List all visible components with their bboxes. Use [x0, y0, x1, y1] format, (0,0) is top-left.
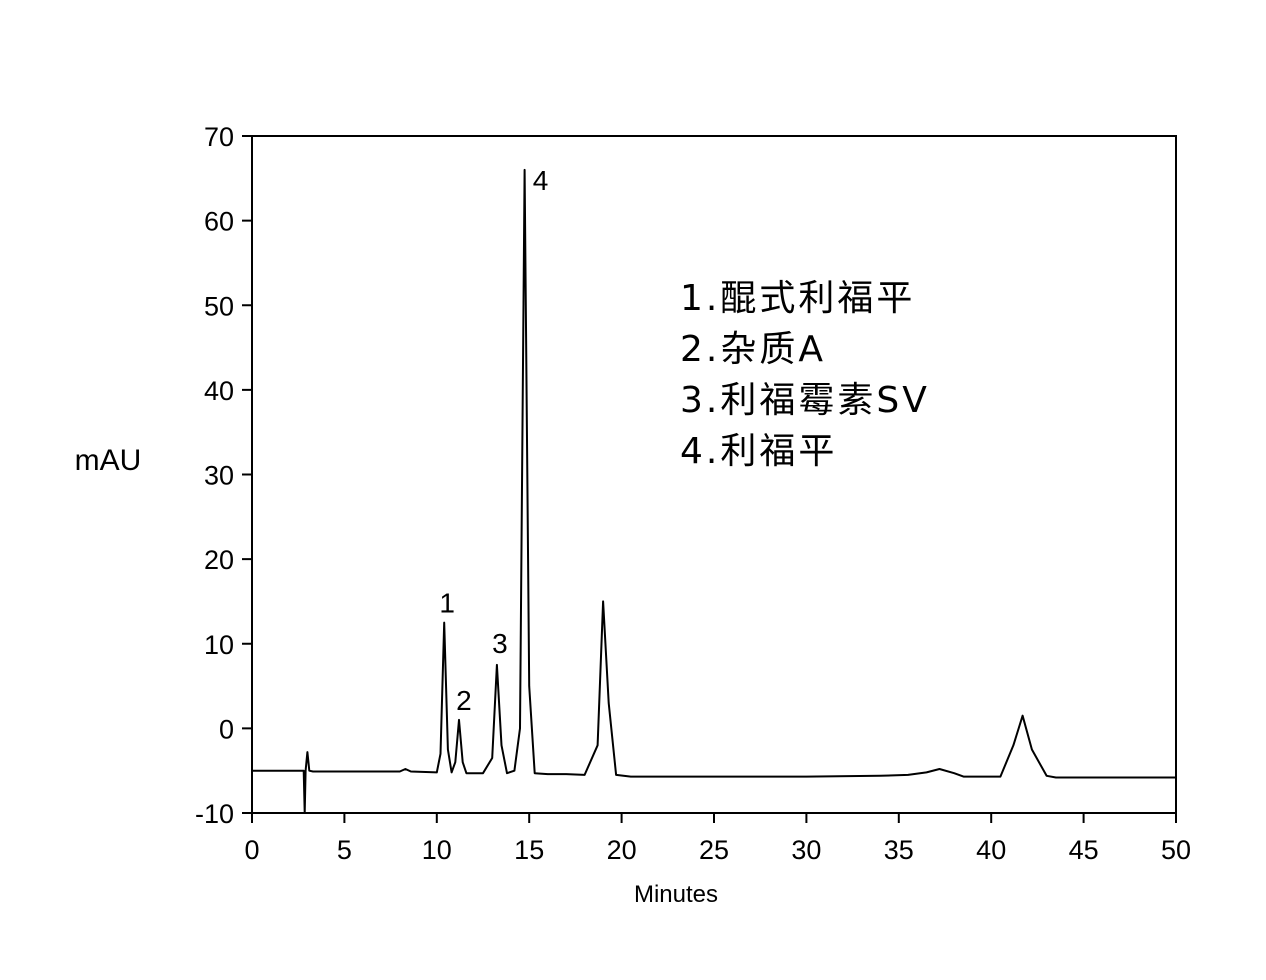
x-tick-label: 20 [607, 835, 637, 865]
y-tick-label: 60 [204, 207, 234, 237]
legend-compound-name: 醌式利福平 [720, 278, 915, 319]
y-tick-label: 40 [204, 376, 234, 406]
legend-number: 4. [680, 431, 720, 472]
x-tick-label: 45 [1069, 835, 1099, 865]
x-tick-label: 25 [699, 835, 729, 865]
y-axis-title: mAU [75, 444, 142, 477]
x-tick-label: 5 [337, 835, 352, 865]
legend-number: 1. [680, 278, 720, 319]
x-tick-label: 30 [791, 835, 821, 865]
chromatogram-trace [252, 168, 1176, 814]
y-axis-ticks: -10 0 10 20 30 40 50 60 70 [195, 122, 252, 829]
x-tick-label: 35 [884, 835, 914, 865]
peak-label-3: 3 [492, 628, 508, 659]
legend-number: 3. [680, 380, 720, 421]
y-tick-label: 70 [204, 122, 234, 152]
peak-label-1: 1 [439, 588, 455, 619]
legend-compound-name: 利福霉素SV [720, 380, 929, 421]
peak-label-4: 4 [533, 165, 549, 196]
legend-entry: 4.利福平 [680, 431, 837, 472]
y-tick-label: 30 [204, 461, 234, 491]
x-tick-label: 15 [514, 835, 544, 865]
y-tick-label: 20 [204, 545, 234, 575]
y-tick-label: 0 [219, 714, 234, 744]
legend-compound-name: 杂质A [720, 329, 826, 370]
legend-entry: 1.醌式利福平 [680, 278, 915, 319]
x-tick-label: 0 [244, 835, 259, 865]
legend-compound-name: 利福平 [720, 431, 837, 472]
plot-frame [251, 135, 1177, 814]
peak-label-2: 2 [456, 685, 472, 716]
x-tick-label: 50 [1161, 835, 1191, 865]
x-tick-label: 10 [422, 835, 452, 865]
peak-labels: 1 23 4 [439, 165, 548, 716]
legend-entry: 2.杂质A [680, 329, 826, 370]
legend-entry: 3.利福霉素SV [680, 380, 930, 421]
y-tick-label: -10 [195, 799, 234, 829]
y-tick-label: 10 [204, 630, 234, 660]
x-tick-label: 40 [976, 835, 1006, 865]
x-axis-ticks: 0 5 10 15 20 25 30 35 40 45 50 [244, 813, 1191, 865]
x-axis-title: Minutes [634, 881, 718, 908]
y-tick-label: 50 [204, 291, 234, 321]
legend-number: 2. [680, 329, 720, 370]
